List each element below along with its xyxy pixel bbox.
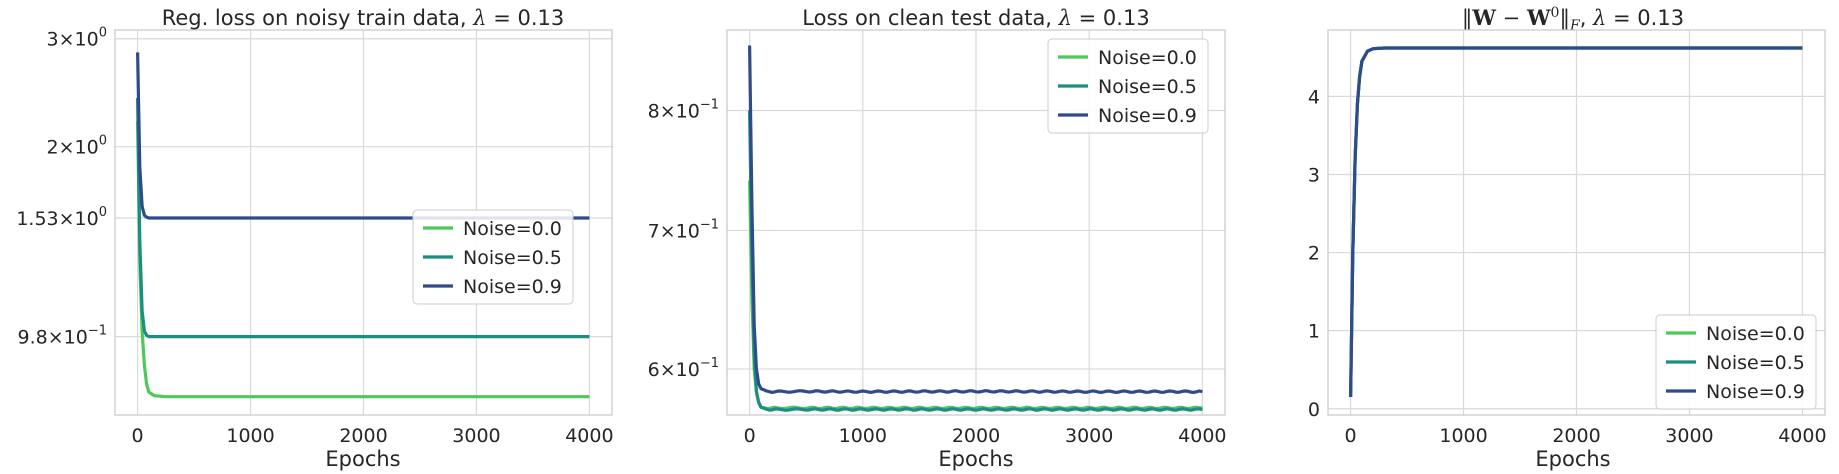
x-tick-label: 0: [132, 425, 144, 447]
plot-frame: [114, 29, 613, 416]
series-line-noise-0-9: [136, 52, 590, 220]
x-tick-label: 4000: [565, 425, 613, 447]
x-tick-label: 2000: [1552, 425, 1600, 447]
y-tick-label: 8×10−1: [648, 97, 719, 122]
chart-title: Reg. loss on noisy train data, λ = 0.13: [162, 6, 565, 30]
y-tick-label: 4: [1308, 86, 1320, 108]
x-tick-label: 3000: [1665, 425, 1713, 447]
y-tick-label: 0: [1308, 399, 1320, 421]
legend-label: Noise=0.9: [463, 276, 562, 298]
x-axis-label: Epochs: [1535, 447, 1610, 471]
y-tick-label: 2×100: [47, 134, 107, 159]
chart-panel-weight-norm: ‖W − W0‖F, λ = 0.13 0 1000 2000 3000 4000012…: [1308, 5, 1827, 471]
series-line-noise-0-5: [136, 98, 590, 339]
x-tick-label: 2000: [339, 425, 387, 447]
legend-label: Noise=0.0: [1098, 47, 1197, 69]
y-tick-label: 3: [1308, 164, 1320, 186]
chart-panel-train-loss: Reg. loss on noisy train data, λ = 0.13 …: [16, 6, 613, 471]
x-tick-label: 1000: [1439, 425, 1487, 447]
chart-panel-test-loss: Loss on clean test data, λ = 0.13 0 1000 2…: [648, 6, 1227, 471]
legend-label: Noise=0.0: [463, 218, 562, 240]
legend: Noise=0.0 Noise=0.5 Noise=0.9: [1655, 314, 1817, 410]
legend-label: Noise=0.5: [463, 247, 562, 269]
x-tick-label: 3000: [1065, 425, 1113, 447]
legend-label: Noise=0.5: [1706, 352, 1805, 374]
plot-frame: [726, 29, 1226, 416]
y-tick-label: 1: [1308, 321, 1320, 343]
x-tick-label: 1000: [839, 425, 887, 447]
series-line-noise-0-9: [748, 45, 1203, 394]
x-tick-label: 0: [744, 425, 756, 447]
series-line-noise-0-0: [136, 121, 590, 399]
legend-label: Noise=0.5: [1098, 76, 1197, 98]
legend-label: Noise=0.9: [1706, 381, 1805, 403]
x-tick-label: 3000: [452, 425, 500, 447]
x-tick-label: 2000: [952, 425, 1000, 447]
x-tick-label: 0: [1345, 425, 1357, 447]
y-tick-label: 2: [1308, 243, 1320, 265]
y-tick-label: 7×10−1: [648, 217, 719, 242]
series-line-noise-0-9: [1349, 46, 1803, 398]
x-axis-label: Epochs: [938, 447, 1013, 471]
x-tick-label: 4000: [1178, 425, 1226, 447]
y-tick-label: 9.8×10−1: [18, 324, 108, 349]
y-tick-label: 1.53×100: [16, 205, 107, 230]
x-axis-label: Epochs: [325, 447, 400, 471]
y-tick-label: 3×100: [47, 26, 107, 51]
legend-label: Noise=0.0: [1706, 323, 1805, 345]
series-line-noise-0-5: [748, 110, 1203, 412]
legend-label: Noise=0.9: [1098, 105, 1197, 127]
legend: Noise=0.0 Noise=0.5 Noise=0.9: [1047, 38, 1209, 134]
legend: Noise=0.0 Noise=0.5 Noise=0.9: [412, 209, 574, 305]
plot-frame: [1327, 29, 1826, 416]
x-tick-label: 4000: [1778, 425, 1826, 447]
x-tick-label: 1000: [226, 425, 274, 447]
y-tick-label: 6×10−1: [648, 356, 719, 381]
chart-title: Loss on clean test data, λ = 0.13: [802, 6, 1149, 30]
